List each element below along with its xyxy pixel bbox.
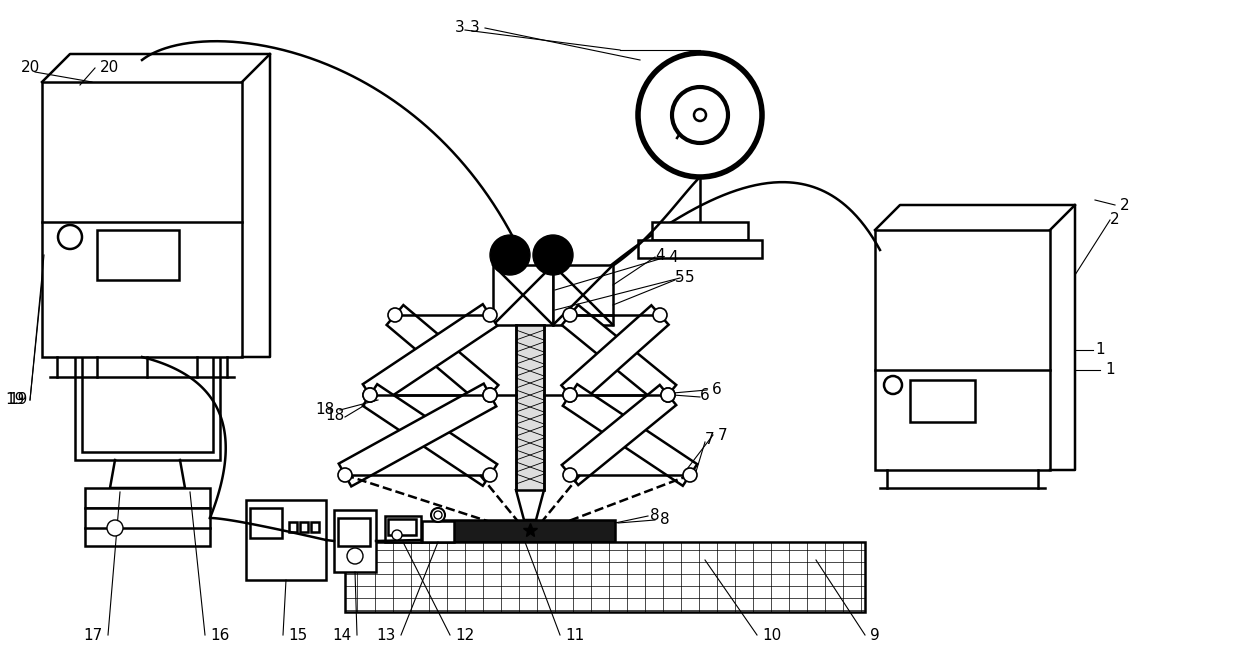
Circle shape	[653, 308, 667, 322]
Bar	[339, 518, 370, 546]
Polygon shape	[562, 305, 676, 405]
Circle shape	[683, 468, 697, 482]
Text: 6: 6	[712, 382, 722, 398]
Bar	[875, 230, 1050, 470]
Bar	[516, 325, 544, 490]
Circle shape	[484, 388, 497, 402]
Bar	[639, 240, 763, 258]
Bar	[289, 522, 298, 532]
Circle shape	[363, 388, 377, 402]
Text: 20: 20	[20, 61, 40, 75]
Polygon shape	[387, 305, 498, 405]
Bar	[334, 510, 376, 572]
Text: 9: 9	[870, 628, 879, 642]
Bar	[652, 222, 748, 240]
Polygon shape	[562, 305, 668, 405]
Text: 10: 10	[763, 628, 781, 642]
Text: 7: 7	[706, 432, 714, 448]
Text: 19: 19	[6, 392, 25, 408]
Circle shape	[639, 53, 763, 177]
Circle shape	[484, 308, 497, 322]
Text: 12: 12	[455, 628, 474, 642]
Bar	[345, 542, 866, 612]
Text: 6: 6	[701, 388, 709, 402]
Bar	[300, 522, 308, 532]
Bar	[388, 519, 415, 535]
Circle shape	[484, 388, 497, 402]
Bar	[384, 516, 422, 542]
Circle shape	[490, 235, 529, 275]
Text: 18: 18	[325, 408, 345, 422]
Text: 5: 5	[684, 271, 694, 285]
Bar	[250, 508, 281, 538]
Text: 3: 3	[470, 21, 480, 35]
Circle shape	[432, 508, 445, 522]
Bar	[86, 508, 210, 546]
Circle shape	[347, 548, 363, 564]
Bar	[86, 488, 210, 508]
Circle shape	[661, 388, 675, 402]
Text: 4: 4	[668, 251, 677, 265]
Circle shape	[563, 388, 577, 402]
Text: 17: 17	[84, 628, 103, 642]
Circle shape	[694, 109, 706, 121]
Text: 2: 2	[1110, 213, 1120, 227]
Circle shape	[563, 468, 577, 482]
Text: 7: 7	[718, 428, 728, 442]
Circle shape	[672, 87, 728, 143]
Circle shape	[339, 468, 352, 482]
Bar	[553, 265, 613, 325]
Polygon shape	[562, 385, 676, 485]
Text: 8: 8	[660, 512, 670, 528]
Bar	[910, 380, 975, 422]
Bar	[74, 345, 219, 460]
Text: 5: 5	[676, 271, 684, 285]
Bar	[440, 520, 615, 542]
Bar	[494, 265, 553, 325]
Text: 1: 1	[1105, 362, 1115, 378]
Circle shape	[661, 388, 675, 402]
Bar	[311, 522, 319, 532]
Bar	[97, 230, 179, 280]
Text: 18: 18	[316, 402, 335, 418]
Circle shape	[388, 308, 402, 322]
Circle shape	[884, 376, 901, 394]
Text: 3: 3	[455, 21, 465, 35]
Circle shape	[392, 530, 402, 540]
Bar	[42, 82, 242, 357]
Circle shape	[563, 308, 577, 322]
Polygon shape	[363, 384, 497, 486]
Text: 8: 8	[650, 508, 660, 522]
Text: 20: 20	[100, 61, 119, 75]
Text: 13: 13	[377, 628, 396, 642]
Circle shape	[563, 388, 577, 402]
Circle shape	[484, 468, 497, 482]
Bar	[82, 353, 213, 452]
Circle shape	[58, 225, 82, 249]
Circle shape	[434, 511, 441, 519]
Text: 11: 11	[565, 628, 584, 642]
Polygon shape	[563, 384, 697, 486]
Polygon shape	[339, 384, 496, 486]
Polygon shape	[363, 304, 497, 406]
Text: 19: 19	[9, 392, 29, 408]
Text: 4: 4	[655, 247, 665, 263]
Circle shape	[107, 520, 123, 536]
Text: 2: 2	[1120, 197, 1130, 213]
Text: 14: 14	[332, 628, 352, 642]
Text: 15: 15	[288, 628, 308, 642]
Bar	[246, 500, 326, 580]
Circle shape	[533, 235, 573, 275]
Text: 1: 1	[1095, 342, 1105, 358]
Circle shape	[363, 388, 377, 402]
Bar	[422, 521, 454, 542]
Text: 16: 16	[210, 628, 229, 642]
